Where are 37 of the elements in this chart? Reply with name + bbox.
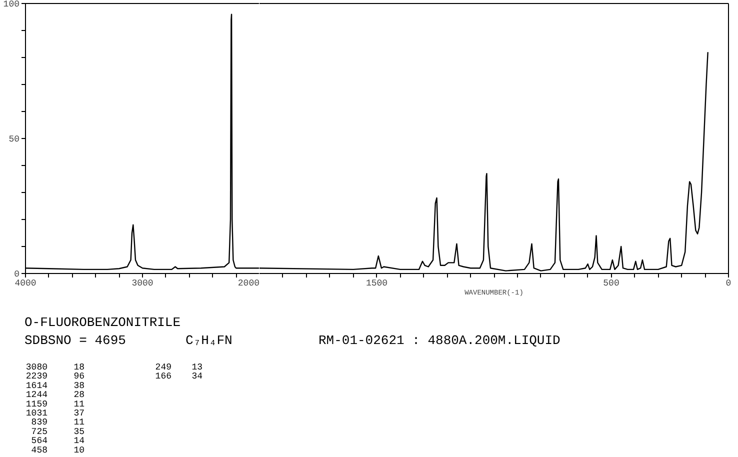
text: 1031 xyxy=(26,408,48,418)
x-tick-label: 4000 xyxy=(14,278,36,288)
text: RM-01-02621 : 4880A.200M.LIQUID xyxy=(318,333,561,348)
text: 1244 xyxy=(26,390,48,400)
text: 14 xyxy=(74,436,85,446)
text: SDBSNO = 4695 xyxy=(24,333,126,348)
y-tick-label: 100 xyxy=(3,0,20,10)
text: 839 xyxy=(31,418,48,428)
text: 34 xyxy=(192,372,203,382)
y-tick-label: 0 xyxy=(14,270,20,280)
y-tick-label: 50 xyxy=(8,134,20,144)
text: 11 xyxy=(74,399,85,410)
text: 3080 xyxy=(26,362,48,372)
text: 564 xyxy=(31,436,48,446)
x-tick-label: 500 xyxy=(603,278,620,288)
text: 10 xyxy=(74,445,85,456)
text: 1159 xyxy=(26,399,48,410)
x-tick-label: 0 xyxy=(726,278,732,288)
text: 725 xyxy=(31,426,48,437)
text: 11 xyxy=(74,418,85,428)
text: 35 xyxy=(74,426,85,437)
x-tick-label: 2000 xyxy=(238,278,260,288)
text: 1614 xyxy=(26,380,48,391)
text: 38 xyxy=(74,380,85,391)
x-tick-label: 3000 xyxy=(132,278,154,288)
text: 37 xyxy=(74,408,85,418)
x-tick-label: 1500 xyxy=(366,278,388,288)
text: 2239 xyxy=(26,372,48,382)
text: O-FLUOROBENZONITRILE xyxy=(24,315,181,330)
text: 18 xyxy=(74,362,85,372)
text: 13 xyxy=(192,362,203,372)
text: 28 xyxy=(74,390,85,400)
text: 249 xyxy=(155,362,172,372)
text: C₇H₄FN xyxy=(186,333,232,348)
text: 458 xyxy=(31,445,48,456)
text: 96 xyxy=(74,372,85,382)
text: 166 xyxy=(155,372,172,382)
